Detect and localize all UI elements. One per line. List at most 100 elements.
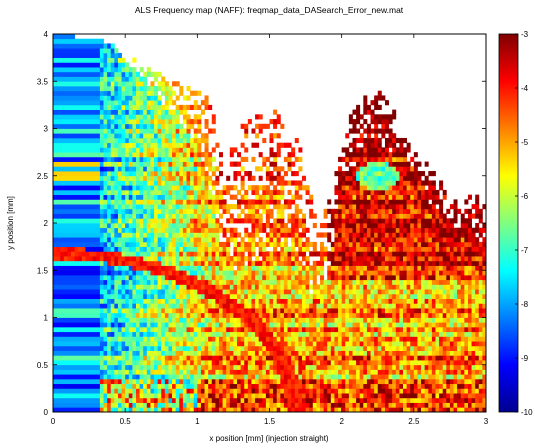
heatmap-cell [269,298,274,304]
heatmap-cell [309,274,314,281]
heatmap-cell [117,208,122,214]
heatmap-cell [157,397,162,403]
heatmap-cell [107,284,112,290]
heatmap-cell [125,350,130,356]
heatmap-cell [294,241,299,248]
heatmap-cell [208,364,213,370]
heatmap-cell [193,312,198,318]
heatmap-cell [139,142,144,148]
heatmap-cell [341,185,346,191]
heatmap-cell [157,369,162,375]
heatmap-cell [63,364,68,370]
heatmap-cell [182,284,187,290]
heatmap-cell [287,256,292,262]
heatmap-cell [56,326,61,333]
heatmap-cell [341,227,346,233]
heatmap-cell [103,175,108,181]
heatmap-cell [89,76,94,82]
heatmap-cell [143,393,148,399]
heatmap-cell [345,237,350,243]
heatmap-cell [247,383,252,389]
heatmap-cell [197,279,202,285]
heatmap-cell [244,397,249,403]
heatmap-cell [197,270,202,276]
heatmap-cell [157,95,162,101]
heatmap-cell [338,331,343,337]
heatmap-cell [193,293,198,299]
heatmap-cell [262,279,267,285]
heatmap-cell [132,152,137,158]
heatmap-cell [89,279,94,285]
heatmap-cell [60,289,65,295]
heatmap-cell [312,407,317,412]
heatmap-cell [63,166,68,172]
heatmap-cell [280,341,285,347]
heatmap-cell [204,265,209,271]
heatmap-cell [197,246,202,252]
heatmap-cell [157,114,162,120]
heatmap-cell [110,341,115,347]
heatmap-cell [204,137,209,144]
heatmap-cell [345,331,350,337]
heatmap-cell [103,194,108,200]
heatmap-cell [247,293,252,299]
heatmap-cell [179,185,184,191]
heatmap-cell [294,317,299,323]
heatmap-cell [338,171,343,177]
heatmap-cell [334,355,339,361]
heatmap-cell [200,152,205,158]
heatmap-cell [132,279,137,285]
heatmap-cell [99,81,104,87]
heatmap-cell [190,232,195,238]
heatmap-cell [157,232,162,238]
heatmap-cell [121,331,126,337]
heatmap-cell [63,289,68,295]
heatmap-cell [157,227,162,233]
heatmap-cell [114,71,119,77]
heatmap-cell [60,308,65,314]
heatmap-cell [143,156,148,162]
heatmap-cell [334,397,339,403]
heatmap-cell [233,378,238,385]
heatmap-cell [143,223,148,229]
heatmap-cell [186,171,191,177]
heatmap-cell [197,185,202,191]
heatmap-cell [121,114,126,120]
heatmap-cell [99,260,104,266]
heatmap-cell [251,397,256,403]
heatmap-cell [240,298,245,304]
heatmap-cell [193,350,198,356]
heatmap-cell [63,62,68,68]
heatmap-cell [301,265,306,271]
heatmap-cell [74,223,79,229]
heatmap-cell [226,265,231,271]
heatmap-cell [71,402,76,408]
heatmap-cell [157,270,162,276]
heatmap-cell [276,237,281,243]
heatmap-cell [237,270,242,276]
heatmap-cell [132,326,137,333]
heatmap-cell [121,57,126,63]
heatmap-cell [92,43,97,49]
heatmap-cell [182,133,187,139]
heatmap-cell [222,260,227,266]
heatmap-cell [164,407,169,412]
heatmap-cell [197,355,202,361]
heatmap-cell [287,355,292,361]
heatmap-cell [265,331,270,337]
heatmap-cell [139,114,144,120]
heatmap-cell [78,237,83,243]
heatmap-cell [258,326,263,333]
heatmap-cell [172,109,177,115]
heatmap-cell [168,350,173,356]
heatmap-cell [172,369,177,375]
heatmap-cell [71,95,76,101]
heatmap-cell [67,76,72,82]
heatmap-cell [280,336,285,342]
heatmap-cell [132,232,137,238]
heatmap-cell [247,251,252,257]
heatmap-cell [74,260,79,266]
heatmap-cell [125,369,130,375]
heatmap-cell [154,388,159,394]
heatmap-cell [316,317,321,323]
